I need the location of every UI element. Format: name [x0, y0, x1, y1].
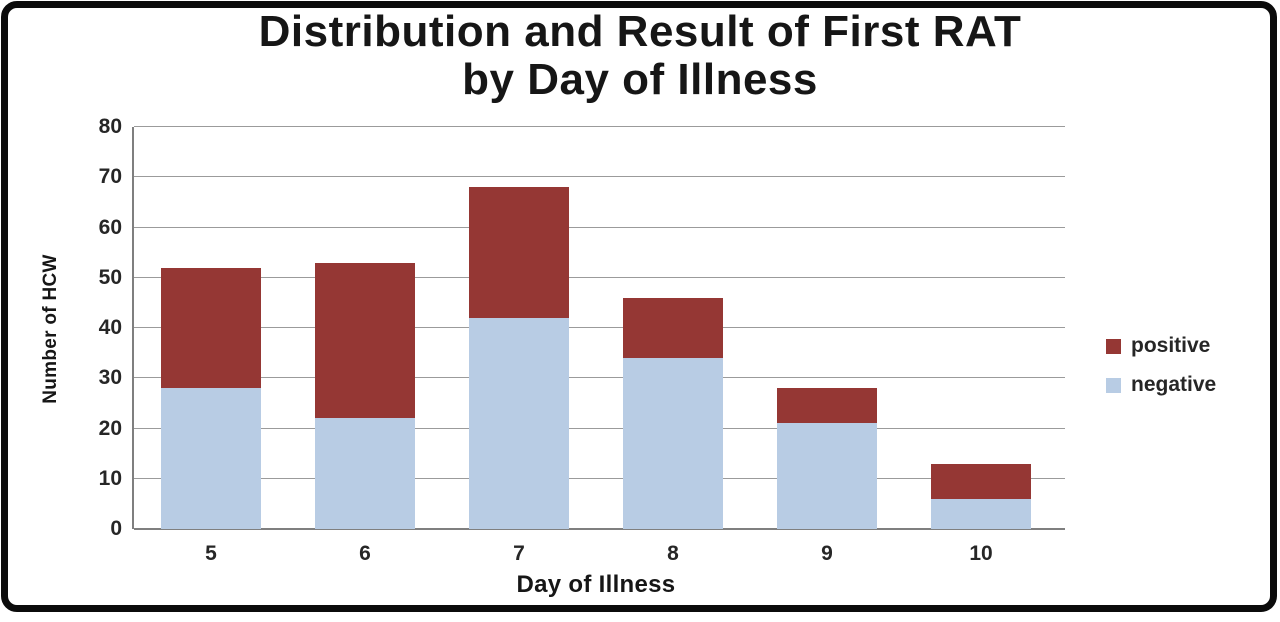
plot-area: [132, 126, 1065, 530]
x-tick-9: 9: [821, 542, 833, 565]
y-tick-60: 60: [98, 215, 122, 239]
gridline-y-20: [134, 427, 1065, 429]
y-tick-40: 40: [98, 316, 122, 339]
legend-swatch-positive: [1106, 338, 1121, 354]
y-tick-70: 70: [98, 165, 122, 189]
bar-day5-negative: [161, 388, 261, 529]
y-axis-line: [132, 127, 134, 529]
bar-day9-positive: [777, 388, 877, 424]
bar-day5-positive: [161, 267, 261, 389]
y-tick-80: 80: [98, 115, 122, 138]
x-tick-5: 5: [205, 542, 217, 565]
x-tick-6: 6: [359, 542, 371, 565]
gridline-y-70: [134, 176, 1065, 178]
bar-day6-positive: [315, 262, 415, 419]
gridline-y-0: [134, 528, 1065, 530]
gridline-y-30: [134, 377, 1065, 379]
bar-day7-negative: [469, 317, 569, 529]
bar-day10-negative: [931, 498, 1031, 529]
legend-item-positive: positive: [1106, 334, 1216, 358]
x-tick-10: 10: [969, 542, 993, 565]
bar-day10-positive: [931, 463, 1031, 499]
legend: positive negative: [1106, 334, 1216, 397]
bar-day6-negative: [315, 418, 415, 529]
chart-title-line-1: Distribution and Result of First RAT: [258, 7, 1022, 56]
gridline-y-50: [134, 276, 1065, 278]
legend-label-negative: negative: [1131, 373, 1217, 396]
legend-item-negative: negative: [1106, 373, 1216, 397]
x-tick-7: 7: [513, 542, 525, 565]
bar-day7-positive: [469, 187, 569, 318]
bar-day8-negative: [623, 358, 723, 529]
bar-day9-negative: [777, 423, 877, 529]
gridline-y-60: [134, 226, 1065, 228]
y-tick-20: 20: [98, 416, 122, 440]
x-axis-title: Day of Illness: [516, 571, 676, 598]
gridline-y-10: [134, 477, 1065, 479]
y-tick-0: 0: [110, 517, 122, 540]
legend-swatch-negative: [1106, 377, 1121, 393]
bar-day8-positive: [623, 297, 723, 359]
y-tick-30: 30: [98, 366, 122, 390]
x-tick-8: 8: [667, 542, 679, 565]
chart-title: Distribution and Result of First RAT by …: [40, 8, 1240, 103]
y-tick-50: 50: [98, 265, 122, 289]
chart-title-line-2: by Day of Illness: [462, 54, 818, 104]
gridline-y-40: [134, 327, 1065, 328]
y-tick-10: 10: [98, 466, 122, 490]
gridline-y-80: [134, 126, 1065, 127]
legend-label-positive: positive: [1131, 334, 1211, 357]
